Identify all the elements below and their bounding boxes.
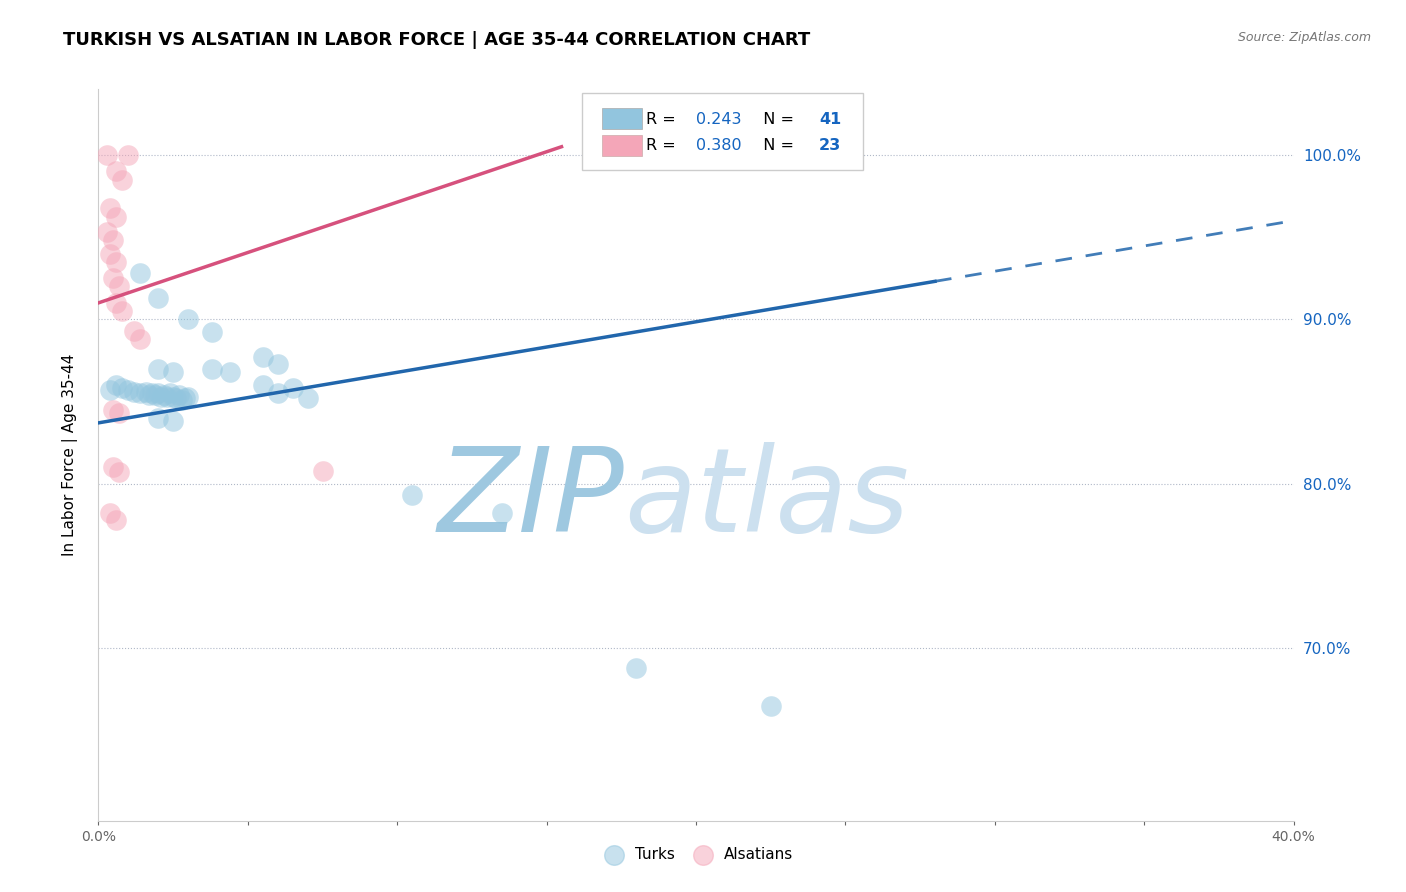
Point (759, 698, 782, 713)
Legend: Turks, Alsatians: Turks, Alsatians (592, 840, 800, 868)
Text: Source: ZipAtlas.com: Source: ZipAtlas.com (1237, 31, 1371, 45)
Point (98, 383, 122, 397)
Y-axis label: In Labor Force | Age 35-44: In Labor Force | Age 35-44 (62, 354, 77, 556)
Point (626, 661, 648, 675)
Point (143, 388, 166, 402)
Point (111, 381, 134, 395)
Point (201, 361, 224, 376)
Text: N =: N = (754, 138, 800, 153)
Point (117, 148, 139, 162)
Text: R =: R = (645, 138, 681, 153)
Point (252, 350, 274, 364)
Point (108, 465, 131, 479)
Point (105, 254, 128, 268)
Point (135, 384, 157, 399)
Text: 41: 41 (820, 112, 841, 127)
Point (201, 326, 224, 340)
Point (105, 513, 128, 527)
Text: ZIP: ZIP (437, 442, 624, 556)
Point (108, 279, 131, 293)
Point (103, 460, 125, 475)
Point (148, 386, 170, 401)
Point (105, 296, 128, 310)
Point (281, 381, 304, 395)
Point (103, 234, 125, 248)
Point (297, 391, 319, 405)
Point (162, 365, 184, 379)
Point (219, 365, 242, 379)
Point (103, 271, 125, 285)
Point (150, 390, 173, 404)
Text: 0.243: 0.243 (696, 112, 741, 127)
Point (105, 211, 128, 225)
Point (165, 391, 187, 405)
Point (117, 383, 139, 397)
Point (138, 388, 160, 402)
FancyBboxPatch shape (602, 136, 643, 156)
Point (124, 384, 146, 399)
Point (129, 386, 152, 401)
Text: R =: R = (645, 112, 681, 127)
Point (129, 332, 152, 346)
Point (96, 148, 118, 162)
Point (311, 464, 333, 478)
Point (167, 388, 190, 402)
Point (148, 361, 170, 376)
Point (141, 386, 163, 401)
Point (174, 391, 197, 405)
Point (124, 324, 146, 338)
Point (156, 390, 179, 404)
Text: 23: 23 (820, 138, 841, 153)
Point (177, 312, 200, 326)
Text: TURKISH VS ALSATIAN IN LABOR FORCE | AGE 35-44 CORRELATION CHART: TURKISH VS ALSATIAN IN LABOR FORCE | AGE… (63, 31, 810, 49)
Point (401, 488, 423, 502)
Point (98, 201, 122, 215)
Point (162, 390, 184, 404)
Text: 0.380: 0.380 (696, 138, 741, 153)
FancyBboxPatch shape (582, 93, 863, 169)
Point (148, 411, 170, 425)
Point (129, 266, 152, 280)
Text: atlas: atlas (624, 442, 910, 556)
Point (159, 386, 181, 401)
Point (491, 506, 513, 520)
Point (105, 164, 128, 178)
Point (96, 225, 118, 239)
FancyBboxPatch shape (602, 108, 643, 129)
Point (252, 378, 274, 392)
Point (177, 390, 200, 404)
Point (98, 506, 122, 520)
Point (108, 406, 131, 420)
Point (172, 392, 194, 407)
Point (111, 304, 134, 318)
Point (153, 388, 176, 402)
Point (111, 172, 134, 186)
Point (267, 357, 290, 371)
Point (148, 291, 170, 305)
Point (162, 414, 184, 428)
Point (105, 378, 128, 392)
Text: N =: N = (754, 112, 800, 127)
Point (103, 402, 125, 417)
Point (267, 386, 290, 401)
Point (98, 246, 122, 260)
